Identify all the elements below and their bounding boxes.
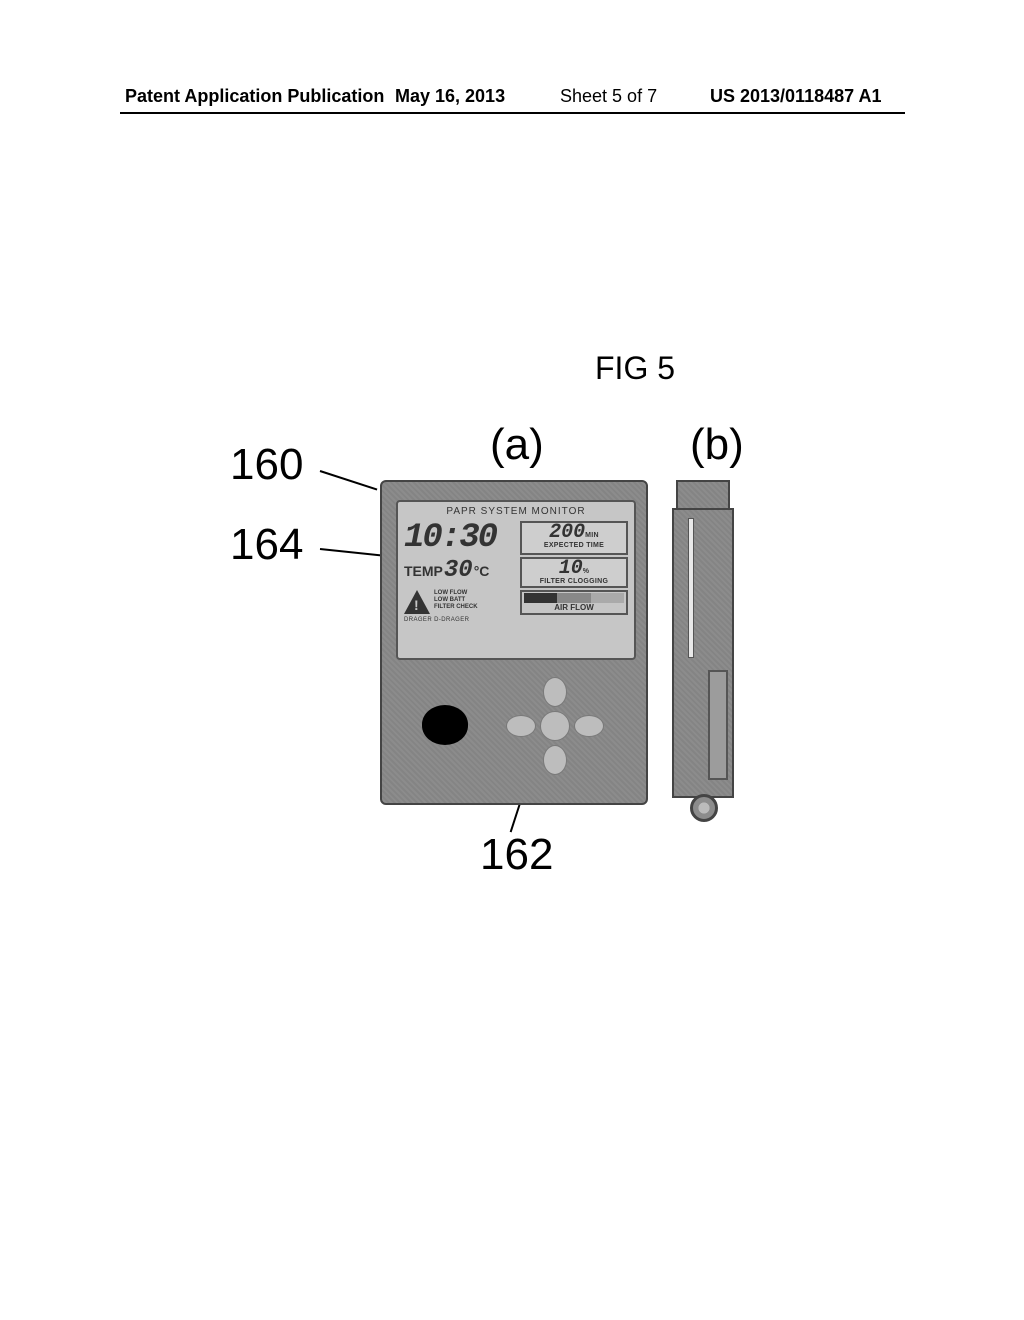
expected-time-unit: MIN	[585, 532, 599, 539]
temp-unit: °C	[474, 563, 490, 579]
dpad	[500, 671, 610, 781]
lcd-row-warn: LOW FLOW LOW BATT FILTER CHECK AIR FLOW	[404, 590, 628, 615]
temp-label: TEMP	[404, 563, 443, 579]
filter-value: 10	[559, 557, 583, 580]
figure-label: FIG 5	[595, 350, 675, 387]
dpad-right-button[interactable]	[574, 715, 604, 737]
dpad-down-button[interactable]	[543, 745, 567, 775]
publication-type: Patent Application Publication	[125, 86, 384, 107]
reference-162: 162	[480, 830, 553, 880]
lcd-warn-col: LOW FLOW LOW BATT FILTER CHECK	[404, 590, 514, 615]
subfigure-b-label: (b)	[690, 420, 744, 470]
warn-low-batt: LOW BATT	[434, 597, 478, 604]
warning-text: LOW FLOW LOW BATT FILTER CHECK	[434, 590, 478, 615]
airflow-seg-mid	[557, 593, 590, 603]
leader-line-160	[320, 470, 378, 490]
lcd-brand: DRAGER D-DRAGER	[404, 617, 628, 623]
lcd-row-temp: TEMP 30 °C 10% FILTER CLOGGING	[404, 557, 628, 588]
publication-date: May 16, 2013	[395, 86, 505, 107]
temp-value: 30	[444, 557, 473, 584]
page: Patent Application Publication May 16, 2…	[0, 0, 1024, 1320]
dpad-center-button[interactable]	[540, 711, 570, 741]
lcd-airflow-box: AIR FLOW	[520, 590, 628, 615]
expected-time-value: 200	[549, 521, 585, 544]
warn-low-flow: LOW FLOW	[434, 590, 478, 597]
publication-number: US 2013/0118487 A1	[710, 86, 881, 107]
dpad-up-button[interactable]	[543, 677, 567, 707]
lcd-title: PAPR SYSTEM MONITOR	[404, 506, 628, 517]
airflow-seg-high	[591, 593, 624, 603]
lcd-temp: TEMP 30 °C	[404, 557, 514, 588]
filter-label: FILTER CLOGGING	[526, 578, 622, 585]
device-side-view	[672, 480, 734, 820]
reference-160: 160	[230, 440, 303, 490]
lcd-clock: 10:30	[404, 521, 514, 555]
airflow-label: AIR FLOW	[524, 603, 624, 612]
lcd-filter-box: 10% FILTER CLOGGING	[520, 557, 628, 588]
expected-time-label: EXPECTED TIME	[526, 542, 622, 549]
sheet-number: Sheet 5 of 7	[560, 86, 657, 107]
subfigure-a-label: (a)	[490, 420, 544, 470]
power-button[interactable]	[422, 705, 468, 745]
warning-triangle-icon	[404, 590, 430, 614]
airflow-bar	[524, 593, 624, 603]
side-knob-icon	[690, 794, 718, 822]
lcd-display: PAPR SYSTEM MONITOR 10:30 200MIN EXPECTE…	[396, 500, 636, 660]
side-slit	[688, 518, 694, 658]
lcd-row-time: 10:30 200MIN EXPECTED TIME	[404, 521, 628, 555]
side-body	[672, 508, 734, 798]
header-rule	[120, 112, 905, 114]
filter-unit: %	[583, 568, 590, 575]
reference-164: 164	[230, 520, 303, 570]
warn-filter-check: FILTER CHECK	[434, 604, 478, 611]
airflow-seg-low	[524, 593, 557, 603]
side-clip	[708, 670, 728, 780]
side-top-cap	[676, 480, 730, 510]
lcd-expected-time-box: 200MIN EXPECTED TIME	[520, 521, 628, 555]
device-front-view: PAPR SYSTEM MONITOR 10:30 200MIN EXPECTE…	[380, 480, 648, 805]
dpad-left-button[interactable]	[506, 715, 536, 737]
